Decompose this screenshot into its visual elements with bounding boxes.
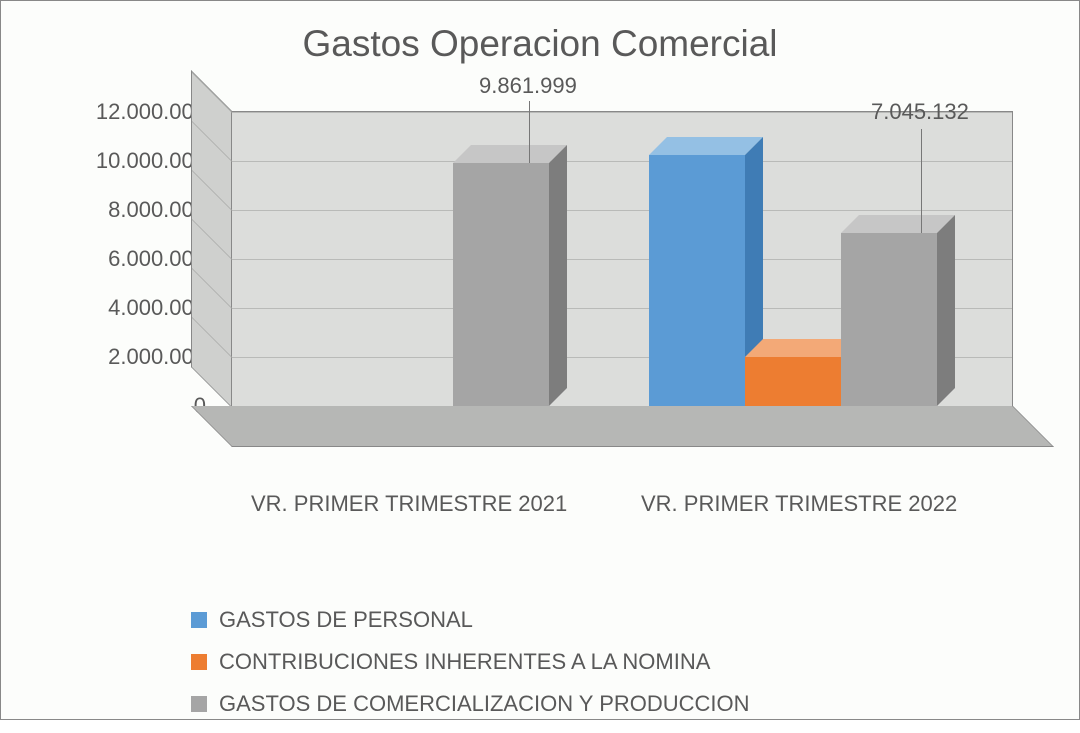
y-tick-0: 0 [66,393,206,419]
y-tick-6: 12.000.000 [66,99,206,125]
y-tick-5: 10.000.000 [66,148,206,174]
leader-line [529,101,530,163]
legend-swatch [191,654,207,670]
data-label-2021: 9.861.999 [479,73,577,99]
legend-label: GASTOS DE COMERCIALIZACION Y PRODUCCION [219,691,750,717]
gridline [232,210,1012,211]
legend-item-personal: GASTOS DE PERSONAL [191,607,750,633]
bar-2022-contribuciones [745,357,841,406]
legend-item-comercializacion: GASTOS DE COMERCIALIZACION Y PRODUCCION [191,691,750,717]
y-tick-3: 6.000.000 [66,246,206,272]
floor [191,406,1054,447]
y-tick-2: 4.000.000 [66,295,206,321]
legend: GASTOS DE PERSONAL CONTRIBUCIONES INHERE… [191,591,750,733]
y-tick-4: 8.000.000 [66,197,206,223]
legend-swatch [191,696,207,712]
chart-title: Gastos Operacion Comercial [1,23,1079,65]
x-category-0: VR. PRIMER TRIMESTRE 2021 [251,491,567,517]
plot-wrap: 0 2.000.000 4.000.000 6.000.000 8.000.00… [56,111,1036,491]
chart-frame: Gastos Operacion Comercial 0 2.000.000 4… [0,0,1080,720]
legend-item-contribuciones: CONTRIBUCIONES INHERENTES A LA NOMINA [191,649,750,675]
gridline [232,161,1012,162]
data-label-2022: 7.045.132 [871,99,969,125]
legend-label: CONTRIBUCIONES INHERENTES A LA NOMINA [219,649,710,675]
legend-label: GASTOS DE PERSONAL [219,607,473,633]
bar-2021-comercializacion [453,163,549,406]
y-tick-1: 2.000.000 [66,344,206,370]
plot-3d-area: 9.861.999 7.045.132 [231,111,1011,461]
bar-2022-comercializacion [841,233,937,406]
leader-line [921,129,922,233]
bar-2022-personal [649,155,745,406]
legend-swatch [191,612,207,628]
x-category-1: VR. PRIMER TRIMESTRE 2022 [641,491,957,517]
